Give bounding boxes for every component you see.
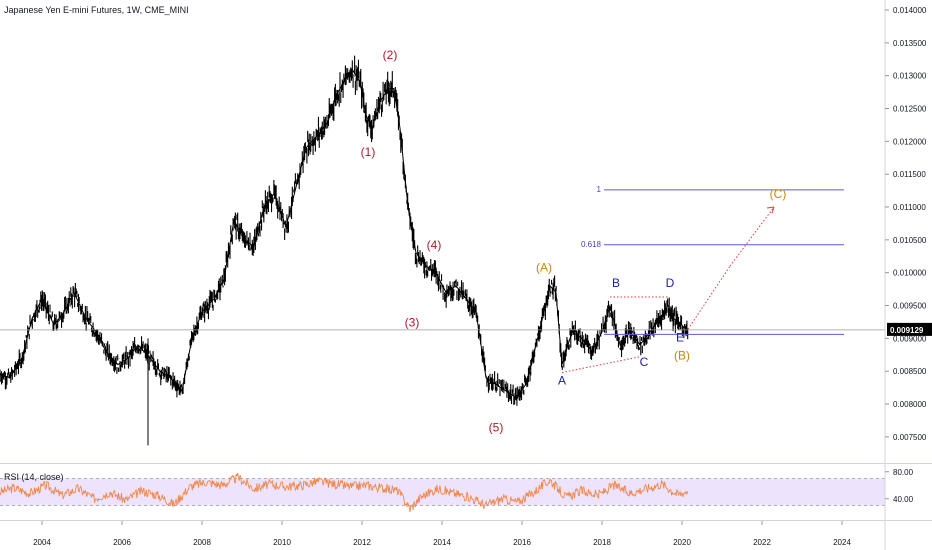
time-tick-label: 2022 — [753, 538, 771, 547]
price-tick-label: 0.008500 — [893, 367, 927, 376]
time-tick-label: 2012 — [353, 538, 371, 547]
wave-label: (2) — [383, 48, 398, 62]
rsi-title: RSI (14, close) — [4, 472, 64, 482]
projection-line — [687, 265, 731, 330]
rsi-pane[interactable] — [0, 472, 885, 513]
rsi-axis[interactable]: 80.00 40.00 — [885, 468, 914, 504]
price-tick-label: 0.014000 — [893, 6, 927, 15]
wave-label: (A) — [536, 260, 552, 274]
price-tick-label: 0.010500 — [893, 236, 927, 245]
price-tick-label: 0.007500 — [893, 433, 927, 442]
time-tick-label: 2006 — [113, 538, 131, 547]
price-tick-label: 0.008000 — [893, 400, 927, 409]
price-series-line — [0, 68, 689, 399]
rsi-band — [0, 478, 885, 506]
rsi-tick-label: 80.00 — [893, 468, 914, 477]
rsi-tick-label: 40.00 — [893, 495, 914, 504]
price-tick-label: 0.009000 — [893, 334, 927, 343]
chart-title: Japanese Yen E-mini Futures, 1W, CME_MIN… — [4, 5, 189, 15]
last-price-text: 0.009129 — [890, 326, 924, 335]
time-tick-label: 2024 — [833, 538, 851, 547]
wave-label: C — [640, 355, 649, 369]
wave-label: (1) — [361, 145, 376, 159]
price-axis[interactable]: 0.007500 0.008000 0.008500 0.009000 0.009500… — [885, 6, 932, 442]
wave-label: (5) — [489, 421, 504, 435]
price-tick-label: 0.012000 — [893, 137, 927, 146]
price-tick-label: 0.011500 — [893, 170, 926, 179]
time-tick-label: 2008 — [193, 538, 211, 547]
projection-line — [561, 356, 641, 373]
price-tick-label: 0.011000 — [893, 203, 926, 212]
wave-label: (C) — [770, 187, 787, 201]
time-tick-label: 2014 — [433, 538, 451, 547]
last-price-badge — [887, 322, 932, 336]
time-axis[interactable]: 2004 2006 2008 2010 2012 2014 2016 2018 2020 2022… — [33, 521, 851, 547]
main-pane[interactable]: 1 0.618 (1) (2) (3) (4) (5) (A) B D A C E (B) (C) — [0, 48, 885, 446]
time-tick-label: 2020 — [673, 538, 691, 547]
time-tick-label: 2016 — [513, 538, 531, 547]
wave-label: B — [612, 276, 620, 290]
price-tick-label: 0.013500 — [893, 39, 927, 48]
wave-label: (B) — [674, 348, 690, 362]
time-tick-label: 2010 — [273, 538, 291, 547]
fib-level-label: 0.618 — [581, 240, 602, 249]
wave-label: E — [676, 331, 684, 345]
fib-level-label: 1 — [597, 185, 602, 194]
projection-arrowhead — [766, 206, 775, 214]
rsi-line — [0, 472, 689, 513]
wave-label: D — [666, 276, 675, 290]
price-tick-label: 0.010000 — [893, 269, 927, 278]
time-tick-label: 2004 — [33, 538, 51, 547]
time-tick-label: 2018 — [593, 538, 611, 547]
wave-label: (4) — [427, 238, 442, 252]
price-tick-label: 0.009500 — [893, 302, 927, 311]
price-tick-label: 0.013000 — [893, 72, 927, 81]
wave-label: A — [558, 373, 566, 387]
wave-label: (3) — [405, 316, 420, 330]
price-tick-label: 0.012500 — [893, 104, 927, 113]
